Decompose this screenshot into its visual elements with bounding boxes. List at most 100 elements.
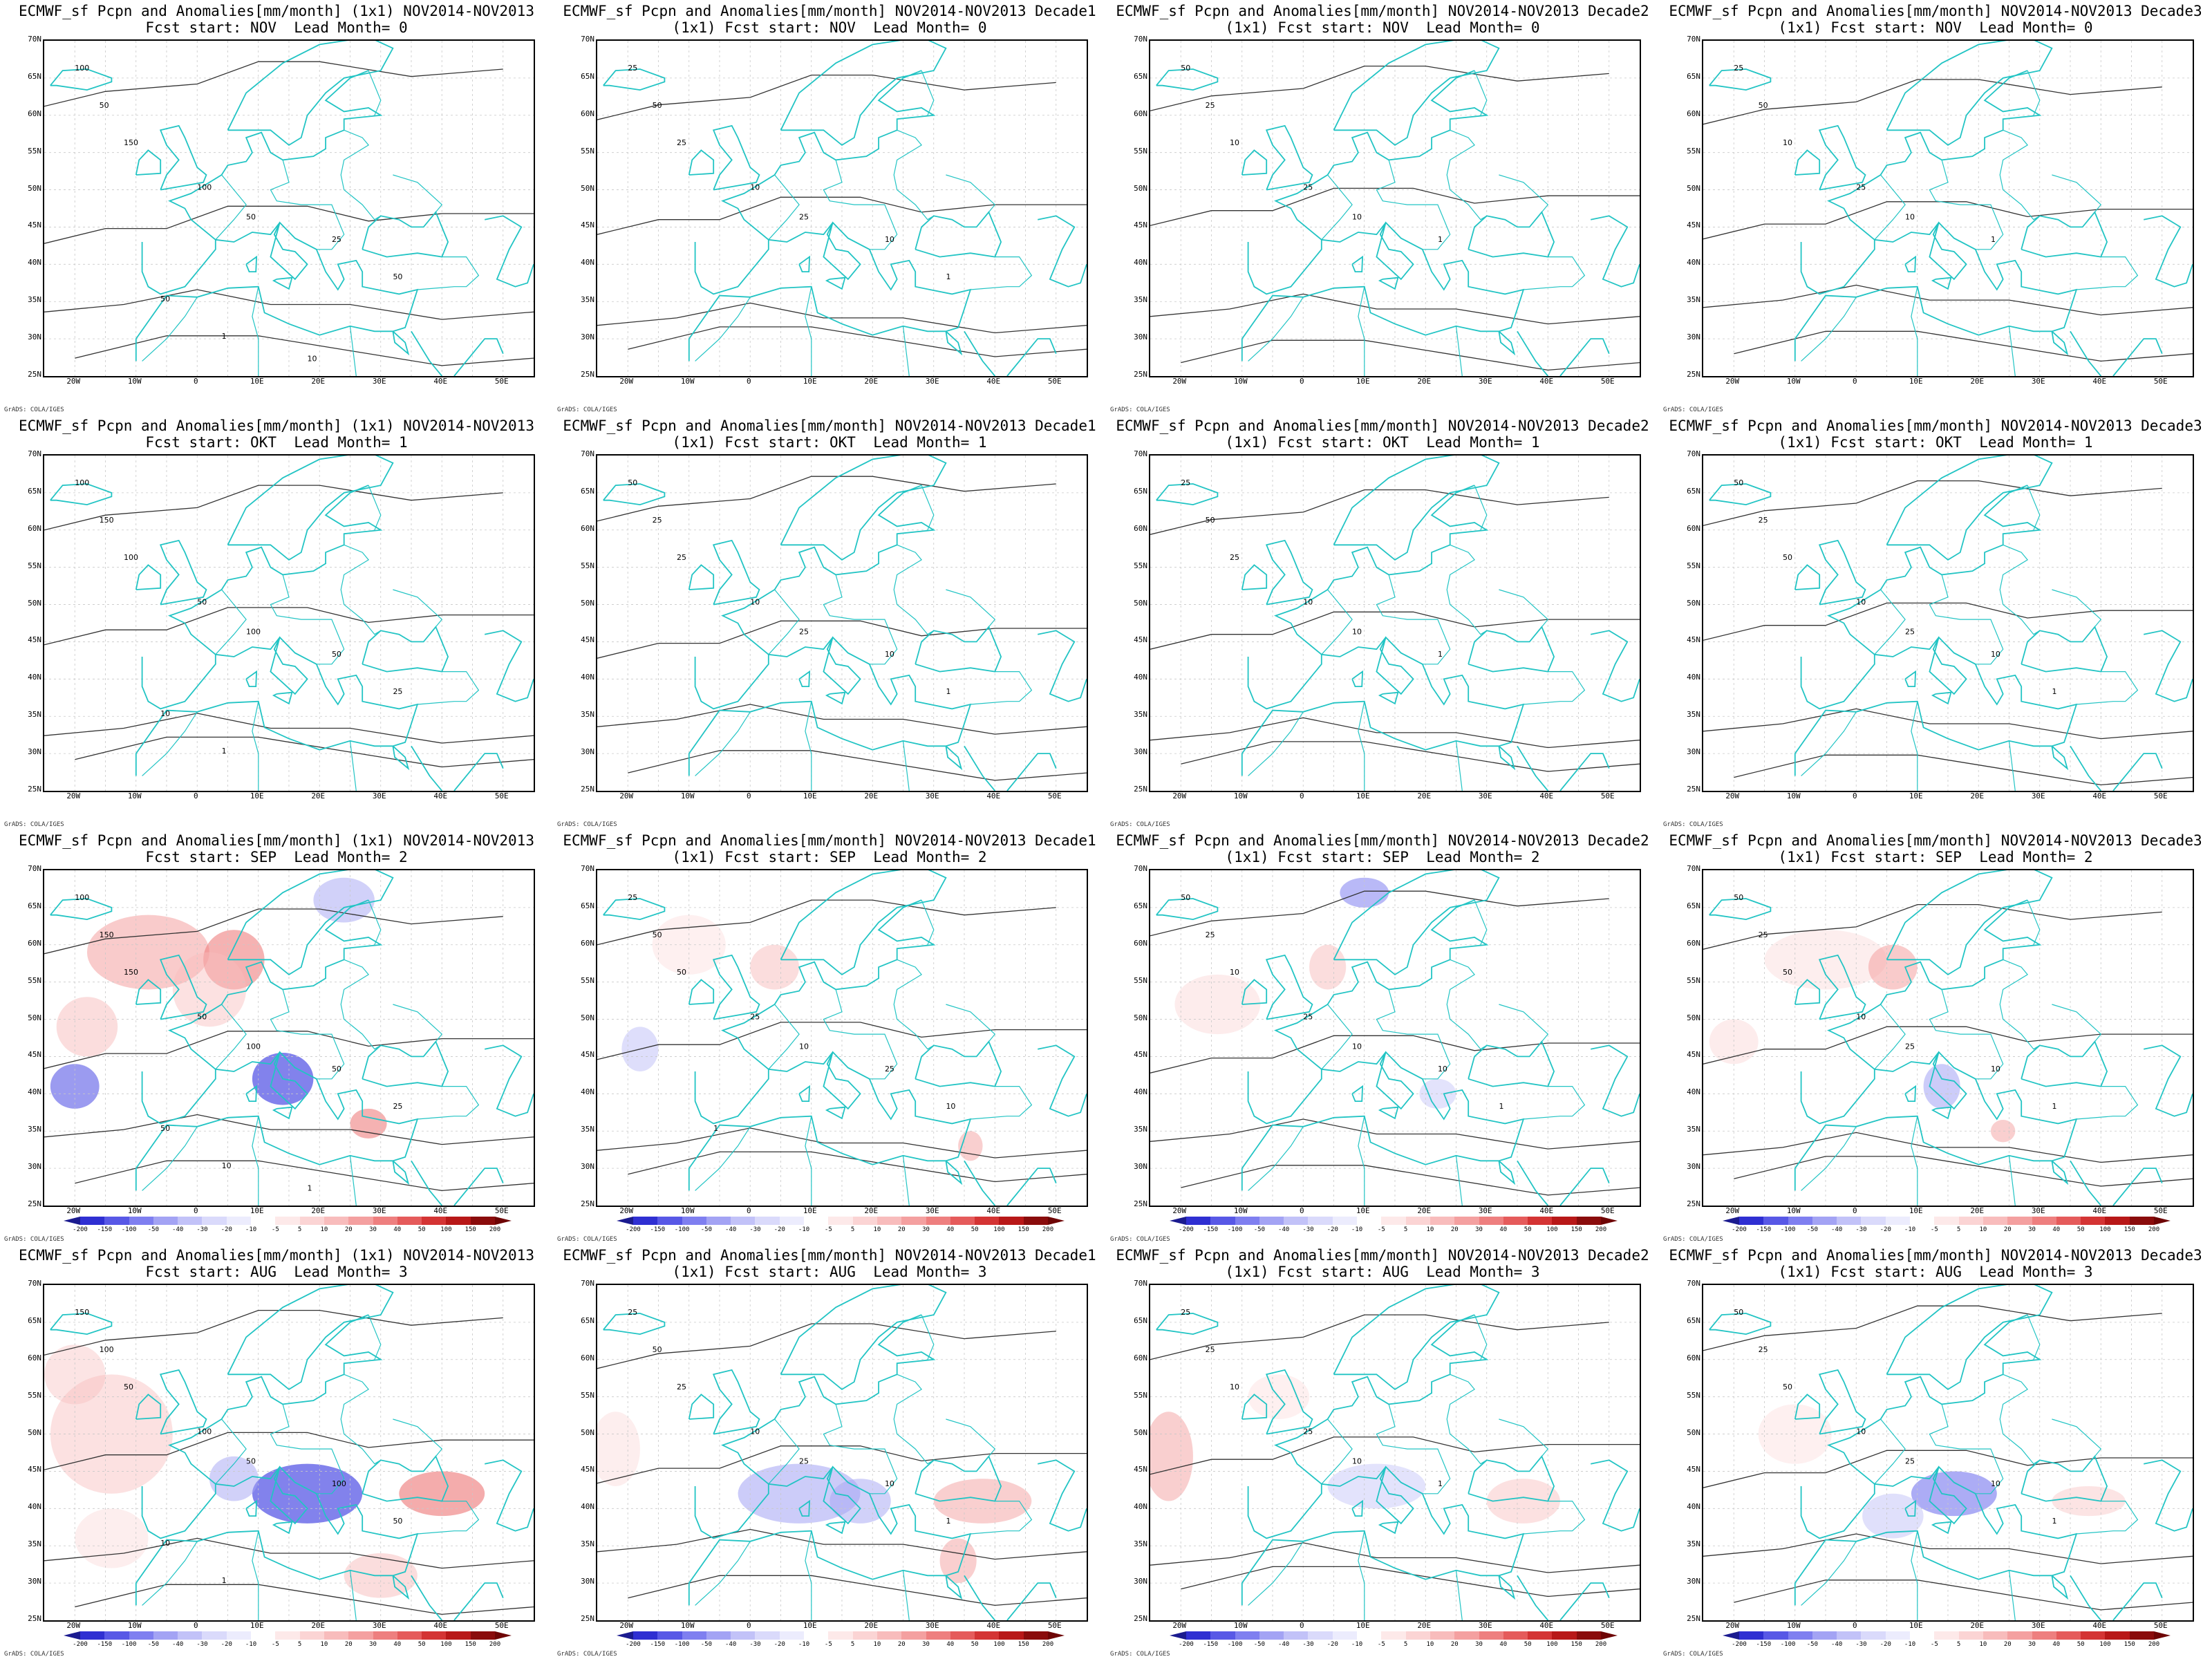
country-border [1999, 1374, 2041, 1465]
country-border [902, 326, 910, 376]
lat-label: 50N [1134, 1427, 1147, 1437]
country-border [1523, 671, 1586, 705]
colorbar-tick-label: 50 [418, 1226, 426, 1233]
colorbar: -200 -150 -100 -50 -40 -30 -20 -10 -5 5 10 20 30 40 50… [617, 1631, 1065, 1648]
precip-contour [1150, 611, 1640, 650]
coastline [135, 636, 419, 776]
colorbar-cell [1861, 1631, 1886, 1640]
lon-label: 10W [1786, 377, 1801, 386]
coastline [688, 1465, 972, 1606]
colorbar-tick-label: -50 [1253, 1641, 1266, 1648]
colorbar-tick-label: -50 [1806, 1641, 1819, 1648]
contour-label: 10 [946, 1102, 955, 1111]
coastline [1378, 1106, 1399, 1120]
colorbar-cell [1763, 1217, 1789, 1225]
lon-label: 20E [1417, 1621, 1432, 1630]
colorbar-cell [1788, 1217, 1813, 1225]
colorbar-cell [324, 1217, 349, 1225]
lon-label: 0 [1852, 1621, 1857, 1630]
country-border [340, 959, 382, 1050]
lon-label: 40E [986, 1206, 1001, 1215]
colorbar-cell [1503, 1217, 1528, 1225]
contour-label: 1 [2052, 687, 2056, 696]
country-border [270, 989, 345, 1080]
anomaly-shading [86, 915, 209, 990]
colorbar: -200 -150 -100 -50 -40 -30 -20 -10 -5 5 10 20 30 40 50… [64, 1217, 512, 1233]
lat-label: 40N [28, 1087, 41, 1097]
lat-label: 35N [1687, 1125, 1700, 1134]
contour-label: 25 [1759, 930, 1768, 939]
colorbar-tick-label: 10 [873, 1226, 881, 1233]
colorbar-cell [1210, 1217, 1236, 1225]
colorbar-tick-label: 150 [1018, 1641, 1029, 1648]
colorbar-tick-label: -10 [1351, 1641, 1363, 1648]
lat-label: 60N [1687, 109, 1700, 118]
map-plot-area: 50 25 50 10 25 10 1 [1702, 1284, 2194, 1622]
precip-contour [597, 1022, 1087, 1060]
coastline [694, 485, 936, 710]
contour-label: 1 [1438, 235, 1443, 244]
map-panel: ECMWF_sf Pcpn and Anomalies[mm/month] NO… [1106, 830, 1659, 1244]
coastline [1351, 1085, 1364, 1103]
country-border [252, 286, 259, 376]
coastline [964, 1160, 995, 1206]
coastline [780, 1285, 947, 1390]
panel-title: ECMWF_sf Pcpn and Anomalies[mm/month] (1… [19, 832, 534, 865]
coastline [915, 626, 1002, 673]
coastline [825, 1106, 846, 1120]
map-svg: 100 150 100 50 100 50 25 10 1 [44, 456, 534, 791]
country-border [1321, 1004, 1353, 1070]
lon-label: 10W [1233, 1206, 1248, 1215]
colorbar-tick-label: -200 [1732, 1226, 1747, 1233]
panel-title: ECMWF_sf Pcpn and Anomalies[mm/month] NO… [1116, 3, 1649, 36]
lon-label: 10W [680, 1206, 695, 1215]
panel-title: ECMWF_sf Pcpn and Anomalies[mm/month] NO… [1669, 1247, 2202, 1280]
lat-label: 30N [28, 1162, 41, 1172]
colorbar: -200 -150 -100 -50 -40 -30 -20 -10 -5 5 10 20 30 40 50… [1170, 1631, 1618, 1648]
colorbar-cell [348, 1631, 374, 1640]
colorbar-right-arrow [1048, 1217, 1065, 1225]
contour-label: 10 [1303, 598, 1313, 607]
lon-label: 30E [925, 1206, 939, 1215]
country-border [946, 1418, 996, 1457]
coastline [135, 221, 419, 362]
precip-contour [597, 704, 1087, 735]
lon-label: 0 [1299, 791, 1304, 800]
colorbar-cell [251, 1217, 276, 1225]
country-border [2027, 899, 2041, 946]
country-border [805, 286, 812, 376]
colorbar-tick-label: -50 [1806, 1226, 1819, 1233]
lat-label: 70N [581, 449, 594, 458]
coastline [780, 870, 947, 975]
coastline [2144, 1044, 2193, 1117]
lon-label: 40E [986, 791, 1001, 800]
coastline [1591, 1459, 1640, 1532]
colorbar-cell [901, 1217, 927, 1225]
map-plot-area: 50 25 25 10 25 10 1 [596, 454, 1088, 792]
map-panel: ECMWF_sf Pcpn and Anomalies[mm/month] (1… [0, 0, 553, 415]
coastline [945, 1160, 963, 1185]
colorbar-cell [950, 1631, 975, 1640]
colorbar-tick-label: 100 [440, 1641, 452, 1648]
lat-label: 35N [1134, 1539, 1147, 1549]
coastline [2070, 1575, 2101, 1620]
country-border [393, 1004, 443, 1042]
lat-label: 45N [1134, 1050, 1147, 1060]
lon-label: 10E [1356, 377, 1370, 386]
colorbar-tick-label: -30 [1302, 1641, 1314, 1648]
coastline [2070, 745, 2101, 791]
colorbar-tick-label: 30 [1475, 1226, 1483, 1233]
lon-label: 20E [311, 377, 326, 386]
country-border [970, 1086, 1033, 1120]
coastline [2051, 330, 2069, 356]
coastline [964, 745, 995, 791]
coastline [411, 330, 442, 376]
lat-label: 45N [581, 635, 594, 645]
lon-label: 10W [1233, 791, 1248, 800]
country-border [902, 1570, 910, 1620]
lon-label: 0 [1299, 1621, 1304, 1630]
lat-label: 25N [28, 1199, 41, 1208]
precip-contour [628, 1575, 1087, 1606]
lon-label: 0 [1299, 1206, 1304, 1215]
colorbar-tick-label: -40 [172, 1226, 184, 1233]
